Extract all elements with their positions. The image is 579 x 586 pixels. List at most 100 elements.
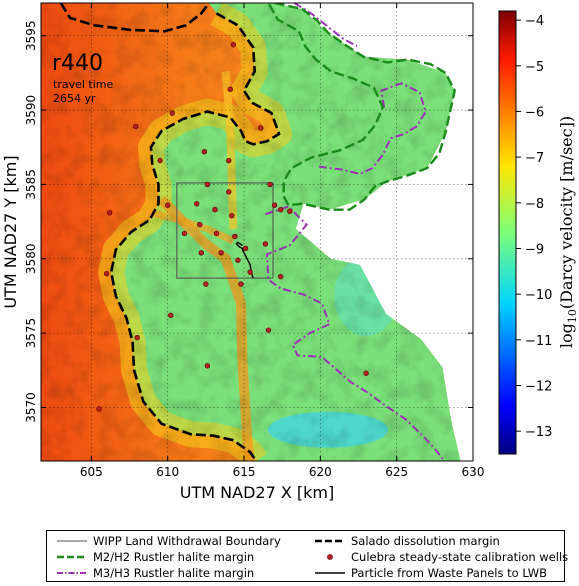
legend-item-wipp-boundary: WIPP Land Withdrawal Boundary [57, 533, 281, 549]
calibration-well-marker [201, 149, 208, 155]
calibration-well-marker [271, 202, 278, 208]
legend-label: M3/H3 Rustler halite margin [93, 566, 255, 580]
calibration-well-marker [103, 270, 110, 277]
calibration-well-marker [181, 230, 188, 237]
legend-swatch-dashed-black [315, 539, 345, 543]
legend-item-salado-margin: Salado dissolution margin [315, 533, 500, 549]
legend-swatch-dashed-green [57, 555, 87, 559]
x-tick-label: 625 [385, 465, 408, 479]
m2h2-margin-line [267, 3, 456, 211]
y-tick-label: 3585 [24, 169, 38, 200]
x-axis-label: UTM NAD27 X [km] [180, 483, 334, 502]
calibration-well-marker [197, 221, 203, 228]
calibration-well-marker [204, 363, 211, 369]
legend-item-m3h3-margin: M3/H3 Rustler halite margin [57, 565, 254, 581]
y-tick-label: 3590 [24, 95, 38, 126]
chart-title: r440 [52, 51, 103, 76]
calibration-well-marker [265, 327, 272, 333]
m3h3-margin-line [318, 82, 427, 176]
colorbar-tick-label: −6 [525, 105, 544, 120]
calibration-well-marker [226, 157, 232, 164]
calibration-well-marker [230, 41, 237, 48]
legend-item-calibration-wells: Culebra steady-state calibration wells [315, 549, 568, 565]
calibration-well-marker [169, 110, 175, 116]
particle-path [235, 241, 254, 279]
calibration-well-marker [287, 208, 293, 214]
calibration-well-marker [157, 157, 163, 164]
y-tick-label: 3575 [24, 318, 38, 349]
m3h3-margin-line [293, 3, 358, 47]
calibration-well-marker [277, 206, 284, 213]
annotation-line-2: 2654 yr [53, 92, 96, 105]
x-tick-label: 630 [462, 465, 485, 479]
legend-label: Particle from Waste Panels to LWB [351, 566, 547, 580]
calibration-well-marker [194, 201, 200, 207]
calibration-well-marker [204, 181, 211, 188]
salado-margin-line [59, 3, 210, 33]
colorbar-tick-label: −12 [525, 379, 552, 394]
calibration-well-marker [229, 212, 235, 219]
calibration-well-marker [232, 233, 238, 240]
legend-label: Salado dissolution margin [351, 534, 500, 548]
colorbar-tick-label: −7 [525, 151, 544, 166]
calibration-well-marker [363, 370, 369, 376]
legend-swatch-dashdot-purple [57, 572, 87, 574]
x-axis: 605 610 615 620 625 630 [80, 3, 485, 479]
outside-domain-east [273, 3, 473, 461]
legend: WIPP Land Withdrawal Boundary Salado dis… [46, 530, 568, 582]
legend-label: Culebra steady-state calibration wells [351, 550, 569, 564]
calibration-well-marker [242, 245, 249, 252]
wipp-boundary [176, 182, 274, 279]
colorbar-tick-label: −13 [525, 425, 552, 440]
legend-label: M2/H2 Rustler halite margin [93, 550, 255, 564]
calibration-well-marker [134, 334, 140, 341]
y-tick-label: 3580 [24, 244, 38, 275]
calibration-well-marker [235, 257, 241, 263]
figure-canvas: 605 610 615 620 625 630 357035753580358535903… [1, 2, 579, 502]
calibration-well-marker [203, 281, 209, 287]
colorbar [498, 10, 517, 455]
salado-margin-line [109, 12, 281, 461]
velocity-field [41, 3, 473, 461]
y-axis: 3570 3575 3580 3585 3590 3595 [24, 20, 473, 423]
plot-frame [40, 2, 474, 462]
calibration-well-marker [198, 250, 204, 256]
y-tick-label: 3595 [24, 20, 38, 51]
colorbar-tick-label: −5 [525, 60, 544, 75]
y-axis-label: UTM NAD27 Y [km] [1, 155, 20, 308]
calibration-well-marker [277, 273, 284, 280]
calibration-well-marker [267, 181, 273, 188]
calibration-well-marker [218, 250, 224, 256]
calibration-well-marker [106, 209, 113, 216]
calibration-well-marker [238, 281, 244, 287]
calibration-well-marker [96, 406, 102, 412]
colorbar-label: log10(Darcy velocity [m/sec]) [557, 116, 579, 348]
grid [41, 3, 474, 461]
calibration-well-marker [227, 86, 233, 92]
calibration-well-marker [168, 312, 174, 318]
calibration-well-marker [164, 202, 171, 208]
calibration-well-marker [247, 269, 253, 275]
colorbar-tick-label: −4 [525, 14, 544, 29]
annotation-line-1: travel time [53, 78, 113, 91]
calibration-well-marker [262, 241, 269, 247]
legend-swatch-thin-line [57, 540, 87, 542]
colorbar-tick-label: −9 [525, 242, 544, 257]
colorbar-tick-label: −8 [525, 197, 544, 212]
x-tick-label: 615 [233, 465, 256, 479]
x-tick-label: 610 [156, 465, 179, 479]
x-tick-label: 620 [309, 465, 332, 479]
calibration-well-marker [212, 206, 218, 213]
legend-item-m2h2-margin: M2/H2 Rustler halite margin [57, 549, 254, 565]
calibration-well-marker [258, 125, 264, 131]
calibration-well-marker [226, 189, 232, 195]
colorbar-tick-label: −11 [525, 334, 552, 349]
y-tick-label: 3570 [24, 392, 38, 423]
colorbar-tick-label: −10 [525, 288, 552, 303]
calibration-well-marker [213, 230, 220, 237]
salado-margin-line [27, 3, 32, 9]
legend-swatch-marker [327, 554, 333, 560]
map-overlays [27, 3, 456, 461]
colorbar-ticks: −13 −12 −11 −10 −9 −8 −7 −6 −5 −4 [516, 14, 552, 440]
legend-item-particle-path: Particle from Waste Panels to LWB [315, 565, 547, 581]
